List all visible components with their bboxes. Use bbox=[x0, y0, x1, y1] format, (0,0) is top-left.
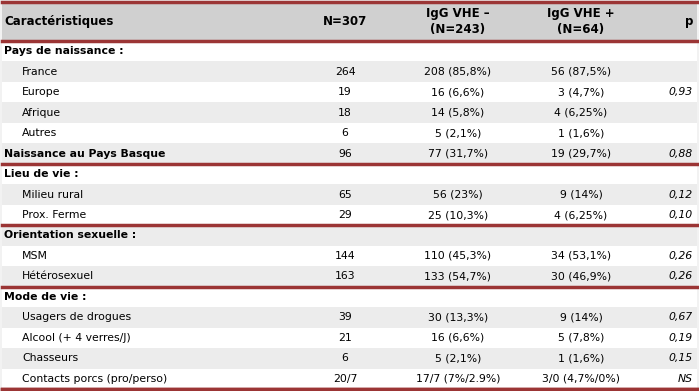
Text: MSM: MSM bbox=[22, 251, 48, 261]
Text: 5 (2,1%): 5 (2,1%) bbox=[435, 353, 481, 363]
Text: 5 (2,1%): 5 (2,1%) bbox=[435, 128, 481, 138]
Text: 0,19: 0,19 bbox=[669, 333, 693, 343]
Bar bbox=[2, 41, 697, 61]
Text: 0,26: 0,26 bbox=[669, 251, 693, 261]
Text: 56 (87,5%): 56 (87,5%) bbox=[551, 67, 611, 77]
Bar bbox=[2, 102, 697, 123]
Text: 77 (31,7%): 77 (31,7%) bbox=[428, 149, 488, 159]
Text: Orientation sexuelle :: Orientation sexuelle : bbox=[4, 230, 136, 240]
Text: 9 (14%): 9 (14%) bbox=[560, 190, 603, 199]
Text: 14 (5,8%): 14 (5,8%) bbox=[431, 108, 484, 118]
Text: 18: 18 bbox=[338, 108, 352, 118]
Text: 21: 21 bbox=[338, 333, 352, 343]
Text: Milieu rural: Milieu rural bbox=[22, 190, 83, 199]
Text: Alcool (+ 4 verres/J): Alcool (+ 4 verres/J) bbox=[22, 333, 131, 343]
Text: Contacts porcs (pro/perso): Contacts porcs (pro/perso) bbox=[22, 374, 167, 384]
Text: 4 (6,25%): 4 (6,25%) bbox=[554, 108, 607, 118]
Text: 30 (13,3%): 30 (13,3%) bbox=[428, 312, 488, 322]
Text: 96: 96 bbox=[338, 149, 352, 159]
Text: 3 (4,7%): 3 (4,7%) bbox=[558, 87, 604, 97]
Text: 0,15: 0,15 bbox=[669, 353, 693, 363]
Text: 0,88: 0,88 bbox=[669, 149, 693, 159]
Text: NS: NS bbox=[678, 374, 693, 384]
Text: France: France bbox=[22, 67, 58, 77]
Text: 39: 39 bbox=[338, 312, 352, 322]
Bar bbox=[2, 348, 697, 369]
Bar bbox=[2, 164, 697, 184]
Text: 3/0 (4,7%/0%): 3/0 (4,7%/0%) bbox=[542, 374, 620, 384]
Text: 16 (6,6%): 16 (6,6%) bbox=[431, 87, 484, 97]
Text: Mode de vie :: Mode de vie : bbox=[4, 292, 87, 302]
Text: 17/7 (7%/2.9%): 17/7 (7%/2.9%) bbox=[416, 374, 500, 384]
Text: 264: 264 bbox=[335, 67, 355, 77]
Text: Autres: Autres bbox=[22, 128, 57, 138]
Text: 0,93: 0,93 bbox=[669, 87, 693, 97]
Text: 208 (85,8%): 208 (85,8%) bbox=[424, 67, 491, 77]
Text: Afrique: Afrique bbox=[22, 108, 61, 118]
Bar bbox=[2, 287, 697, 307]
Text: 56 (23%): 56 (23%) bbox=[433, 190, 483, 199]
Text: 0,26: 0,26 bbox=[669, 271, 693, 282]
Bar bbox=[2, 61, 697, 82]
Text: 19: 19 bbox=[338, 87, 352, 97]
Bar bbox=[2, 307, 697, 328]
Text: p: p bbox=[684, 15, 693, 28]
Text: 0,10: 0,10 bbox=[669, 210, 693, 220]
Bar bbox=[2, 41, 697, 389]
Text: Pays de naissance :: Pays de naissance : bbox=[4, 46, 124, 56]
Text: N=307: N=307 bbox=[323, 15, 367, 28]
Bar bbox=[2, 123, 697, 143]
Text: 19 (29,7%): 19 (29,7%) bbox=[551, 149, 611, 159]
Text: Lieu de vie :: Lieu de vie : bbox=[4, 169, 78, 179]
Bar bbox=[2, 328, 697, 348]
Text: Prox. Ferme: Prox. Ferme bbox=[22, 210, 86, 220]
Text: 5 (7,8%): 5 (7,8%) bbox=[558, 333, 604, 343]
Text: 163: 163 bbox=[335, 271, 355, 282]
Text: Caractéristiques: Caractéristiques bbox=[4, 15, 113, 28]
Text: IgG VHE +
(N=64): IgG VHE + (N=64) bbox=[547, 7, 615, 36]
Bar bbox=[2, 266, 697, 287]
Bar bbox=[2, 184, 697, 205]
Bar bbox=[2, 246, 697, 266]
Text: IgG VHE –
(N=243): IgG VHE – (N=243) bbox=[426, 7, 490, 36]
Bar bbox=[2, 143, 697, 164]
Bar bbox=[2, 82, 697, 102]
Text: 25 (10,3%): 25 (10,3%) bbox=[428, 210, 488, 220]
Bar bbox=[2, 225, 697, 246]
Bar bbox=[2, 369, 697, 389]
Text: 0,12: 0,12 bbox=[669, 190, 693, 199]
Text: Usagers de drogues: Usagers de drogues bbox=[22, 312, 131, 322]
Text: 1 (1,6%): 1 (1,6%) bbox=[558, 128, 604, 138]
Bar bbox=[2, 205, 697, 225]
Text: 6: 6 bbox=[342, 353, 348, 363]
Text: 16 (6,6%): 16 (6,6%) bbox=[431, 333, 484, 343]
Text: 110 (45,3%): 110 (45,3%) bbox=[424, 251, 491, 261]
Bar bbox=[2, 2, 697, 41]
Text: 29: 29 bbox=[338, 210, 352, 220]
Text: Hétérosexuel: Hétérosexuel bbox=[22, 271, 94, 282]
Text: 1 (1,6%): 1 (1,6%) bbox=[558, 353, 604, 363]
Text: 30 (46,9%): 30 (46,9%) bbox=[551, 271, 611, 282]
Text: 65: 65 bbox=[338, 190, 352, 199]
Text: Chasseurs: Chasseurs bbox=[22, 353, 78, 363]
Text: 6: 6 bbox=[342, 128, 348, 138]
Text: 144: 144 bbox=[335, 251, 355, 261]
Text: 9 (14%): 9 (14%) bbox=[560, 312, 603, 322]
Text: 0,67: 0,67 bbox=[669, 312, 693, 322]
Text: 133 (54,7%): 133 (54,7%) bbox=[424, 271, 491, 282]
Text: 20/7: 20/7 bbox=[333, 374, 357, 384]
Text: 34 (53,1%): 34 (53,1%) bbox=[551, 251, 611, 261]
Text: Europe: Europe bbox=[22, 87, 61, 97]
Text: 4 (6,25%): 4 (6,25%) bbox=[554, 210, 607, 220]
Text: Naissance au Pays Basque: Naissance au Pays Basque bbox=[4, 149, 166, 159]
